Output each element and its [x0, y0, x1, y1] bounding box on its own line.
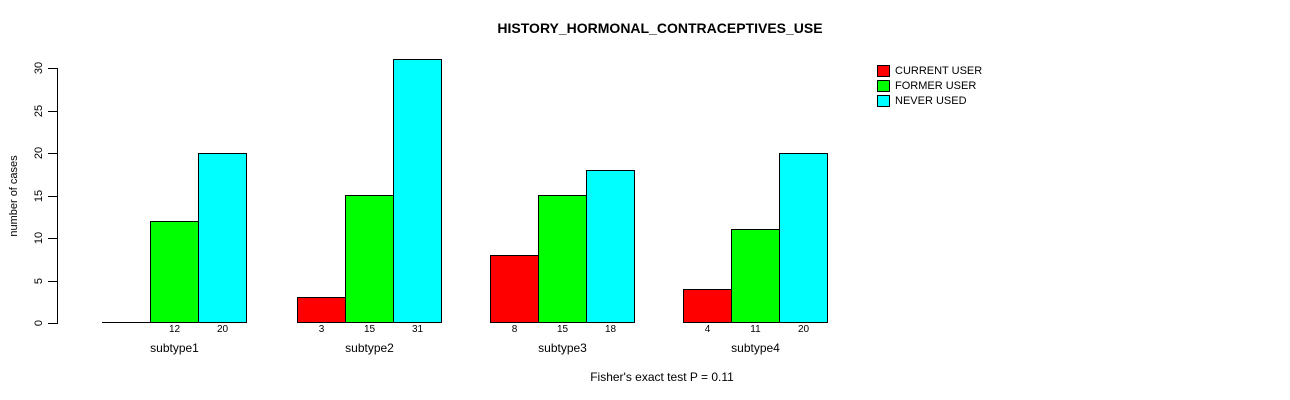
bar-former-user-subtype1 [150, 221, 199, 323]
legend-swatch-icon [877, 64, 890, 77]
category-label: subtype1 [150, 341, 199, 355]
legend: CURRENT USER FORMER USER NEVER USED [877, 63, 982, 108]
y-tick-label: 25 [33, 104, 45, 118]
y-tick-label: 5 [33, 277, 45, 285]
bar-value-label: 12 [168, 324, 181, 335]
bar-current-user-subtype3 [490, 255, 539, 323]
bar-never-used-subtype1 [198, 153, 247, 323]
bar-value-label: 3 [318, 324, 325, 335]
y-axis-tick [48, 238, 58, 239]
footnote: Fisher's exact test P = 0.11 [590, 370, 734, 384]
bar-current-user-subtype4 [683, 289, 732, 323]
y-axis-tick [48, 111, 58, 112]
legend-label: FORMER USER [895, 79, 977, 92]
y-axis-tick [48, 153, 58, 154]
bar-value-label: 8 [511, 324, 518, 335]
y-axis-tick [48, 68, 58, 69]
y-axis-tick [48, 196, 58, 197]
legend-item: FORMER USER [877, 78, 982, 93]
bar-never-used-subtype3 [586, 170, 635, 323]
chart-title: HISTORY_HORMONAL_CONTRACEPTIVES_USE [497, 20, 823, 36]
legend-label: NEVER USED [895, 94, 967, 107]
bar-current-user-subtype2 [297, 297, 346, 323]
legend-label: CURRENT USER [895, 64, 983, 77]
y-tick-label: 10 [33, 231, 45, 245]
bar-value-label: 18 [604, 324, 617, 335]
bar-value-label: 31 [411, 324, 424, 335]
bar-never-used-subtype2 [393, 59, 442, 323]
legend-swatch-icon [877, 79, 890, 92]
legend-item: CURRENT USER [877, 63, 982, 78]
bar-value-label: 20 [216, 324, 229, 335]
y-axis-tick [48, 281, 58, 282]
bar-former-user-subtype4 [731, 229, 780, 323]
bar-current-user-subtype1 [102, 322, 151, 323]
bar-value-label: 15 [556, 324, 569, 335]
category-label: subtype3 [538, 341, 587, 355]
bar-former-user-subtype3 [538, 195, 587, 323]
y-axis-tick [48, 323, 58, 324]
y-tick-label: 30 [33, 61, 45, 75]
bar-former-user-subtype2 [345, 195, 394, 323]
y-tick-label: 20 [33, 146, 45, 160]
bar-value-label: 15 [363, 324, 376, 335]
bar-value-label: 4 [704, 324, 711, 335]
category-label: subtype2 [345, 341, 394, 355]
legend-swatch-icon [877, 94, 890, 107]
y-tick-label: 15 [33, 189, 45, 203]
bar-value-label: 11 [750, 324, 761, 335]
bar-never-used-subtype4 [779, 153, 828, 323]
y-axis-label: number of cases [8, 155, 20, 237]
category-label: subtype4 [731, 341, 780, 355]
y-tick-label: 0 [33, 319, 45, 327]
legend-item: NEVER USED [877, 93, 982, 108]
bar-value-label: 20 [797, 324, 810, 335]
